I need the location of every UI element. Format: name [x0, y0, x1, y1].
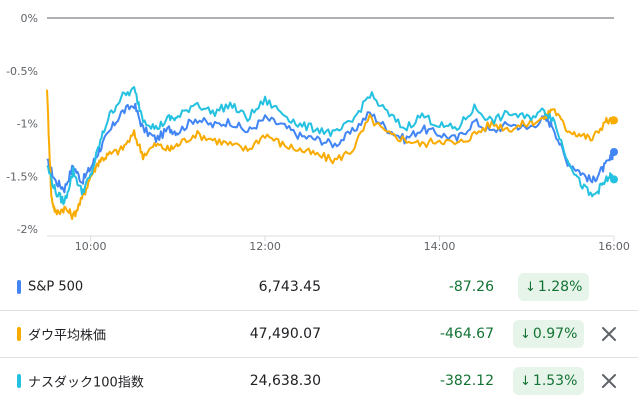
list-item-sp500[interactable]: S&P 500 6,743.45 -87.26 ↓ 1.28% [0, 264, 638, 310]
arrow-down-icon: ↓ [525, 280, 536, 295]
y-tick-label: -2% [17, 223, 38, 236]
series-color-swatch [17, 280, 21, 294]
percent-change-value: 1.28% [537, 279, 583, 295]
percent-change-badge: ↓ 1.53% [513, 367, 585, 395]
index-name: ナスダック100指数 [28, 375, 144, 391]
index-list: S&P 500 6,743.45 -87.26 ↓ 1.28% ダウ平均株価 47… [0, 264, 638, 404]
index-name: S&P 500 [28, 279, 84, 295]
series-end-dot [610, 147, 618, 156]
series-color-swatch [17, 327, 21, 341]
index-price: 6,743.45 [258, 279, 321, 295]
percent-change-value: 1.53% [532, 373, 578, 389]
series-line [46, 86, 615, 206]
list-item-nasdaq100[interactable]: ナスダック100指数 24,638.30 -382.12 ↓ 1.53% [0, 357, 638, 404]
index-change: -382.12 [439, 373, 494, 389]
index-change: -464.67 [439, 326, 494, 342]
x-tick-label: 10:00 [75, 240, 107, 253]
percent-change-badge: ↓ 1.28% [518, 273, 590, 301]
percent-change-badge: ↓ 0.97% [513, 320, 585, 348]
percent-change-value: 0.97% [532, 326, 578, 342]
y-tick-label: -1.5% [6, 170, 38, 183]
y-tick-label: 0% [21, 12, 38, 25]
y-tick-label: -1% [17, 118, 38, 131]
index-price: 24,638.30 [249, 373, 321, 389]
close-icon[interactable] [600, 372, 618, 390]
x-tick-label: 12:00 [249, 240, 281, 253]
index-price: 47,490.07 [249, 326, 321, 342]
index-comparison-chart: 0% -0.5% -1% -1.5% -2% 10:00 12:00 14:00 16:00 [6, 12, 630, 253]
close-icon[interactable] [600, 325, 618, 343]
series-color-swatch [17, 374, 21, 388]
index-change: -87.26 [448, 279, 494, 295]
series-end-dot [610, 175, 618, 184]
arrow-down-icon: ↓ [520, 374, 531, 389]
index-name: ダウ平均株価 [28, 328, 107, 344]
series-line [46, 89, 615, 221]
arrow-down-icon: ↓ [520, 327, 531, 342]
series-end-dot [610, 116, 618, 125]
y-tick-label: -0.5% [6, 65, 38, 78]
list-item-dow[interactable]: ダウ平均株価 47,490.07 -464.67 ↓ 0.97% [0, 310, 638, 357]
x-tick-label: 16:00 [598, 240, 630, 253]
x-tick-label: 14:00 [424, 240, 456, 253]
